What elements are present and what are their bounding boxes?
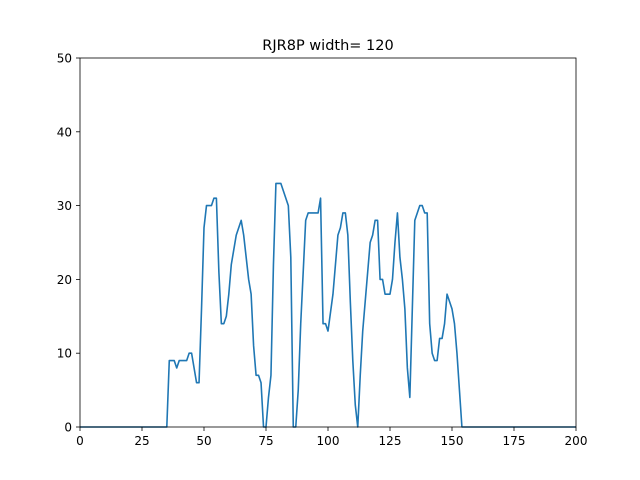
chart-title: RJR8P width= 120 [262,38,393,54]
series-layer [80,182,576,428]
x-tick-label: 175 [503,434,526,448]
x-axis: 0 25 50 75 100 125 150 175 200 [76,427,587,448]
x-tick-label: 150 [441,434,464,448]
y-tick-label: 50 [57,52,72,66]
y-tick-label: 10 [57,347,72,361]
x-tick-label: 200 [565,434,588,448]
x-tick-label: 75 [258,434,273,448]
x-tick-label: 0 [76,434,84,448]
x-tick-label: 50 [196,434,211,448]
series-line [80,182,576,428]
y-tick-label: 0 [64,421,72,435]
y-axis: 0 10 20 30 40 50 [57,52,80,435]
y-tick-label: 30 [57,199,72,213]
y-tick-label: 40 [57,125,72,139]
x-tick-label: 100 [317,434,340,448]
x-tick-label: 125 [379,434,402,448]
y-tick-label: 20 [57,273,72,287]
x-tick-label: 25 [134,434,149,448]
